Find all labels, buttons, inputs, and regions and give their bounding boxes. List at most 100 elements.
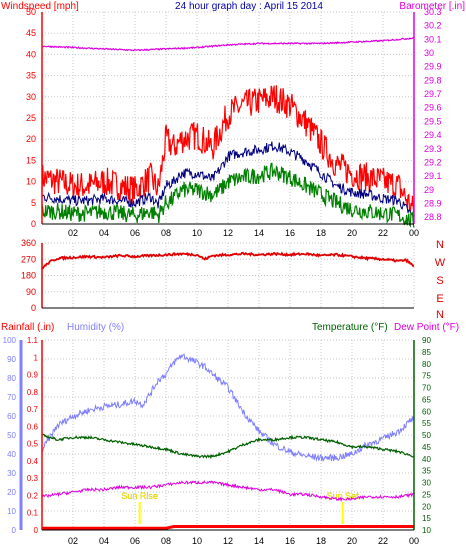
y-left-tick-label: 45	[26, 28, 36, 38]
compass-label: N	[436, 239, 444, 251]
climate-axes: 010203040506070809010000.10.20.30.40.50.…	[3, 336, 432, 546]
wind-axes: 0 5 10 15 20 25 30 35 40 45 50 28.8 28.9 29 29.1 29.2 29…	[26, 7, 442, 238]
humidity-tick-label: 10	[7, 507, 16, 516]
y-tick-label: 90	[26, 287, 36, 297]
humidity-tick-label: 20	[7, 488, 16, 497]
temp-tick-label: 25	[422, 490, 431, 499]
y-tick-label: 0	[31, 303, 36, 313]
compass-label: W	[435, 257, 446, 269]
y-left-tick-label: 5	[31, 198, 36, 208]
temp-tick-label: 50	[422, 431, 431, 440]
compass-label: N	[436, 309, 444, 321]
x-tick-label: 16	[285, 228, 295, 238]
x-tick-label: 20	[347, 228, 357, 238]
y-right-tick-label: 29.5	[424, 116, 442, 126]
rain-tick-label: 0.4	[27, 457, 39, 466]
humidity-tick-label: 70	[7, 393, 16, 402]
x-tick-label: 04	[99, 536, 109, 546]
rain-tick-label: 0.9	[27, 371, 39, 380]
y-right-tick-label: 29.4	[424, 130, 442, 140]
rain-tick-label: 0.8	[27, 388, 39, 397]
x-tick-label: 14	[254, 536, 264, 546]
y-right-tick-label: 28.9	[424, 198, 442, 208]
y-right-tick-label: 29.7	[424, 89, 442, 99]
series-dewpoint-line	[41, 480, 415, 503]
x-tick-label: 20	[347, 536, 357, 546]
y-right-tick-label: 29	[424, 185, 434, 195]
y-right-tick-label: 29.9	[424, 62, 442, 72]
climate-grid	[42, 339, 415, 531]
series-rainfall-line	[42, 525, 414, 530]
rain-tick-label: 0.2	[27, 491, 39, 500]
x-tick-label: 00	[409, 536, 419, 546]
x-tick-label: 08	[161, 536, 171, 546]
y-left-tick-label: 50	[26, 7, 36, 17]
rain-tick-label: 0	[34, 526, 39, 535]
humidity-tick-label: 80	[7, 374, 16, 383]
direction-series	[41, 251, 415, 270]
climate-panel: Sun Rise Sun Set 010203040506070809010000…	[1, 322, 459, 546]
series-temperature-line	[41, 433, 415, 460]
y-tick-label: 360	[21, 238, 36, 248]
series-low-line	[41, 162, 415, 228]
windspeed-label: Windspeed [mph]	[1, 1, 79, 12]
temp-tick-label: 65	[422, 395, 431, 404]
rainfall-label: Rainfall (.in)	[1, 322, 54, 333]
y-right-tick-label: 28.8	[424, 212, 442, 222]
temp-tick-label: 90	[422, 336, 431, 345]
series-wind-direction-line	[41, 251, 415, 270]
y-right-tick-label: 29.2	[424, 157, 442, 167]
y-left-tick-label: 0	[31, 219, 36, 229]
x-tick-label: 18	[316, 228, 326, 238]
y-left-tick-label: 20	[26, 134, 36, 144]
x-tick-label: 12	[223, 228, 233, 238]
temp-tick-label: 60	[422, 407, 431, 416]
x-tick-label: 22	[378, 228, 388, 238]
x-tick-label: 06	[130, 228, 140, 238]
x-tick-label: 10	[192, 536, 202, 546]
rain-tick-label: 1.1	[27, 336, 39, 345]
y-left-tick-label: 35	[26, 71, 36, 81]
x-tick-label: 08	[161, 228, 171, 238]
humidity-tick-label: 100	[3, 336, 17, 345]
x-tick-label: 18	[316, 536, 326, 546]
y-right-tick-label: 29.8	[424, 75, 442, 85]
temp-tick-label: 10	[422, 526, 431, 535]
humidity-label: Humidity (%)	[67, 322, 124, 333]
y-left-tick-label: 10	[26, 177, 36, 187]
y-left-tick-label: 30	[26, 92, 36, 102]
compass-label: E	[436, 293, 443, 305]
x-tick-label: 06	[130, 536, 140, 546]
chart-title: 24 hour graph day : April 15 2014	[175, 1, 323, 12]
series-gust-line	[41, 85, 415, 217]
humidity-tick-label: 40	[7, 450, 16, 459]
x-tick-label: 22	[378, 536, 388, 546]
wind-series	[41, 36, 415, 228]
direction-grid	[42, 242, 415, 309]
humidity-tick-label: 90	[7, 355, 16, 364]
temp-tick-label: 40	[422, 455, 431, 464]
temp-tick-label: 55	[422, 419, 431, 428]
y-left-tick-label: 40	[26, 49, 36, 59]
sun-marker-label: Sun Rise	[121, 491, 158, 501]
temp-tick-label: 15	[422, 514, 431, 523]
x-tick-label: 00	[409, 228, 419, 238]
y-tick-label: 180	[21, 271, 36, 281]
series-barometer-line	[41, 36, 415, 52]
y-right-tick-label: 29.1	[424, 171, 442, 181]
series-humidity-line	[42, 353, 415, 463]
rain-tick-label: 0.1	[27, 509, 39, 518]
humidity-tick-label: 50	[7, 431, 16, 440]
y-tick-label: 270	[21, 254, 36, 264]
rain-tick-label: 0.3	[27, 474, 39, 483]
y-left-tick-label: 25	[26, 113, 36, 123]
x-tick-label: 16	[285, 536, 295, 546]
temp-tick-label: 80	[422, 360, 431, 369]
y-right-tick-label: 30.3	[424, 7, 442, 17]
wind-barometer-panel: 0 5 10 15 20 25 30 35 40 45 50 28.8 28.9 29 29.1 29.2 29…	[1, 1, 465, 238]
x-tick-label: 02	[68, 228, 78, 238]
humidity-tick-label: 60	[7, 412, 16, 421]
